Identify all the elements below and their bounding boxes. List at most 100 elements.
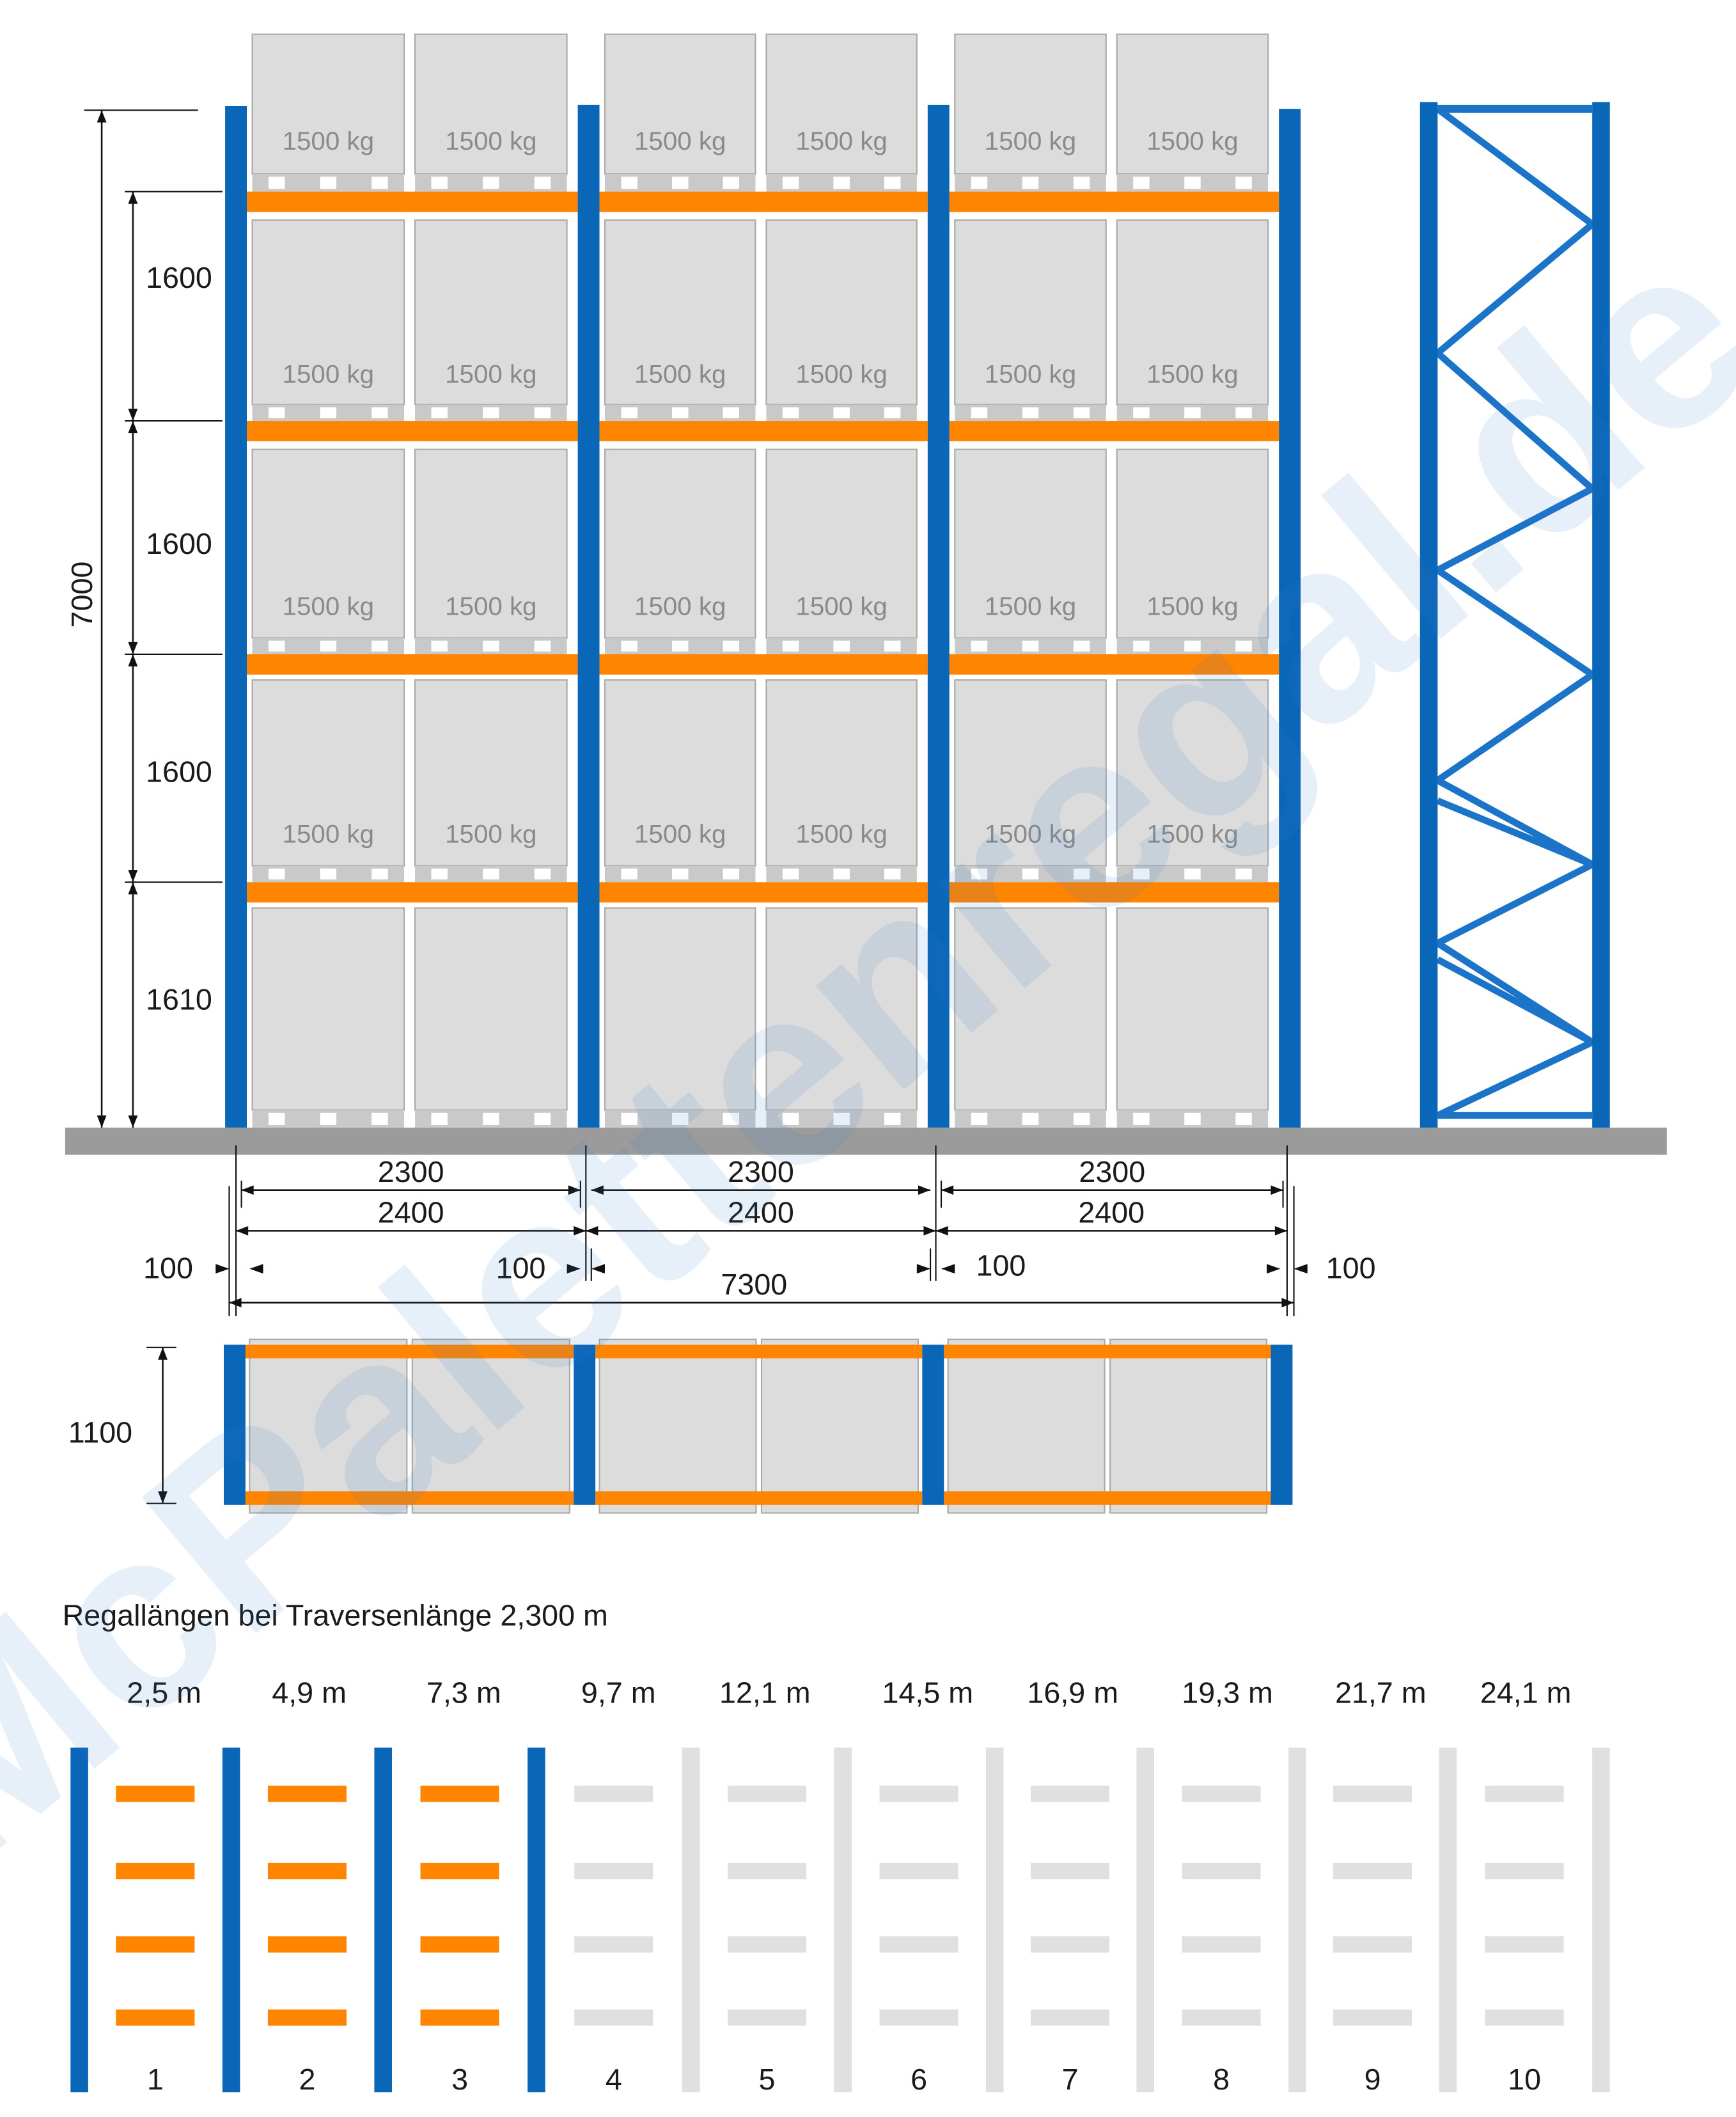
pallet-slot [782, 640, 799, 652]
pallet-load-box [604, 907, 756, 1111]
length-option-beam [1182, 1936, 1261, 1953]
length-option-beam [574, 1862, 653, 1880]
pallet-slot [483, 407, 499, 418]
floor [65, 1128, 1667, 1155]
length-option-beam [1485, 2009, 1564, 2026]
frame-brace [1435, 485, 1594, 574]
pallet-top-view [598, 1339, 757, 1514]
load-label: 1500 kg [634, 592, 726, 620]
shelf-length-options: 2,5 m 4,9 m 7,3 m 9,7 m 12,1 m 14,5 m 16,9 m 19… [70, 1676, 1610, 2096]
pallet-slot [621, 640, 637, 652]
arrowhead [97, 110, 107, 123]
length-option-beam [727, 2009, 806, 2026]
beam-top-view [595, 1491, 923, 1505]
length-option-beam [116, 2009, 195, 2026]
pallet-slot [1022, 1112, 1039, 1125]
arrowhead [1281, 1298, 1294, 1308]
load-label: 1500 kg [283, 360, 374, 389]
pallet-slot [782, 869, 799, 880]
pallet-load-box [954, 907, 1107, 1111]
pallet-slot [320, 869, 337, 880]
front-view: 1500 kg 1500 kg 1500 kg 1500 kg 1500 kg 1500 … [65, 33, 1667, 1155]
pallet-slot [672, 640, 689, 652]
load-label: 1500 kg [1146, 360, 1238, 389]
pallet-slot [833, 1112, 850, 1125]
length-option-beam [1485, 1936, 1564, 1953]
arrowhead [941, 1185, 954, 1195]
load-label: 1500 kg [283, 127, 374, 155]
load-label: 1500 kg [795, 127, 887, 155]
pallet-slot [1235, 407, 1252, 418]
pallet-slot [320, 640, 337, 652]
arrowhead [568, 1185, 581, 1195]
pallet-load-box [604, 33, 756, 175]
upright [1279, 109, 1301, 1128]
load-label: 1500 kg [985, 592, 1076, 620]
pallet-load-box [1116, 907, 1269, 1111]
pallet-slot [371, 1112, 388, 1125]
arrowhead [236, 1225, 249, 1236]
length-option-upright [1592, 1747, 1610, 2093]
length-option-number: 8 [1213, 2063, 1230, 2096]
beam [949, 421, 1279, 441]
beam-top-view [245, 1491, 574, 1505]
length-option-beam [116, 1785, 195, 1802]
length-option-number: 2 [299, 2063, 315, 2096]
pallet-slot [723, 407, 739, 418]
level-height-label: 1600 [146, 261, 212, 294]
pallet-slot [1133, 177, 1150, 189]
pallet-top-view [947, 1339, 1106, 1514]
beam [599, 882, 928, 903]
pallet-load-box [414, 448, 568, 639]
pallet-slot [971, 869, 988, 880]
pallet-slot [371, 177, 388, 189]
length-option-beam [420, 1862, 499, 1880]
bay-inner-width-label: 2300 [1079, 1155, 1145, 1188]
pallet-load-box [604, 448, 756, 639]
pallet-slot [1133, 640, 1150, 652]
pallet-slot [1133, 1112, 1150, 1125]
pallet-load-box [765, 679, 918, 867]
pallet-load-box [414, 219, 568, 405]
pallet-slot [833, 640, 850, 652]
upright-frame-side-view [1419, 102, 1610, 1128]
bay-width-label: 2400 [728, 1196, 794, 1229]
pallet-slot [884, 177, 901, 189]
length-option-number: 1 [147, 2063, 164, 2096]
upright-width-label: 100 [143, 1252, 193, 1285]
pallet-slot [833, 177, 850, 189]
length-option-beam [420, 2009, 499, 2026]
arrowhead [923, 1225, 936, 1236]
pallet-slot [971, 177, 988, 189]
beam [247, 654, 578, 675]
pallet-slot [431, 869, 448, 880]
upright-width-label: 100 [976, 1248, 1026, 1282]
length-option-number: 6 [911, 2063, 927, 2096]
pallet-slot [431, 1112, 448, 1125]
load-label: 1500 kg [445, 820, 536, 849]
length-option-number: 3 [451, 2063, 468, 2096]
pallet-slot [534, 407, 551, 418]
frame-brace [1435, 350, 1595, 492]
load-label: 1500 kg [795, 360, 887, 389]
arrowhead [1271, 1185, 1283, 1195]
beam [247, 882, 578, 903]
pallet-slot [1235, 177, 1252, 189]
pallet-slot [1073, 1112, 1090, 1125]
lengths-section-title: Regallängen bei Traversenlänge 2,300 m [63, 1599, 608, 1632]
pallet-load-box [954, 448, 1107, 639]
length-option-beam [116, 1862, 195, 1880]
pallet-load-box [251, 448, 405, 639]
load-label: 1500 kg [445, 592, 536, 620]
length-option-upright [834, 1747, 852, 2093]
beam [949, 882, 1279, 903]
upright-top-view [922, 1344, 944, 1505]
length-option-upright [222, 1747, 240, 2093]
arrowhead [591, 1185, 604, 1195]
shelf-length-label: 12,1 m [719, 1676, 811, 1710]
pallet-slot [268, 640, 285, 652]
frame-upright [1592, 102, 1610, 1128]
length-option-upright [1136, 1747, 1155, 2093]
pallet-top-view [760, 1339, 919, 1514]
